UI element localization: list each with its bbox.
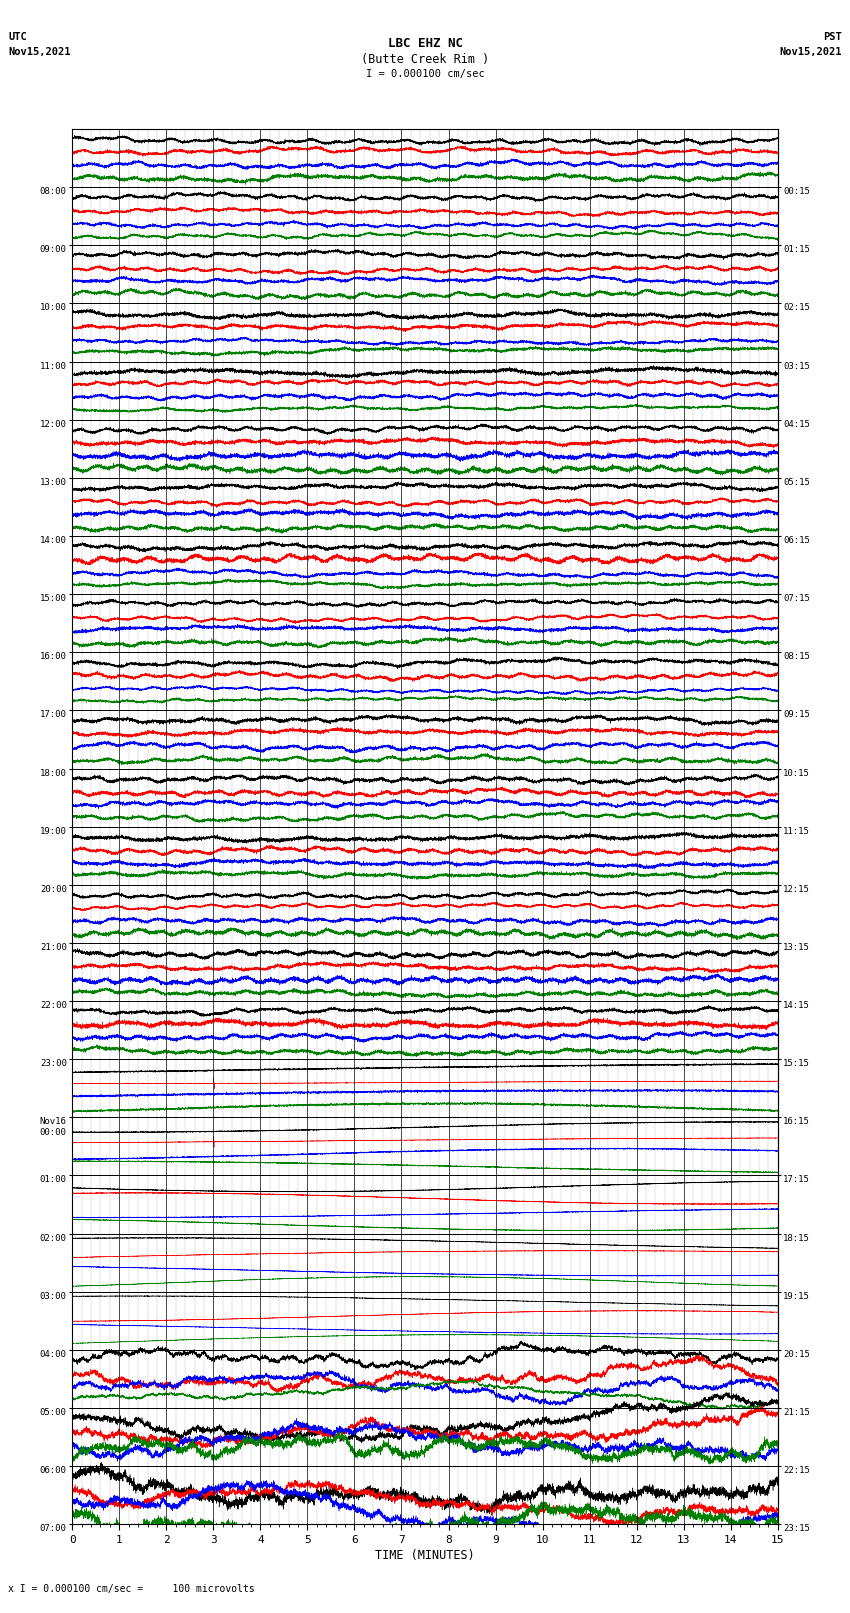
X-axis label: TIME (MINUTES): TIME (MINUTES): [375, 1548, 475, 1561]
Text: I = 0.000100 cm/sec: I = 0.000100 cm/sec: [366, 69, 484, 79]
Text: PST: PST: [823, 32, 842, 42]
Text: x I = 0.000100 cm/sec =     100 microvolts: x I = 0.000100 cm/sec = 100 microvolts: [8, 1584, 255, 1594]
Text: Nov15,2021: Nov15,2021: [8, 47, 71, 56]
Text: LBC EHZ NC: LBC EHZ NC: [388, 37, 462, 50]
Text: (Butte Creek Rim ): (Butte Creek Rim ): [361, 53, 489, 66]
Text: Nov15,2021: Nov15,2021: [779, 47, 842, 56]
Text: UTC: UTC: [8, 32, 27, 42]
